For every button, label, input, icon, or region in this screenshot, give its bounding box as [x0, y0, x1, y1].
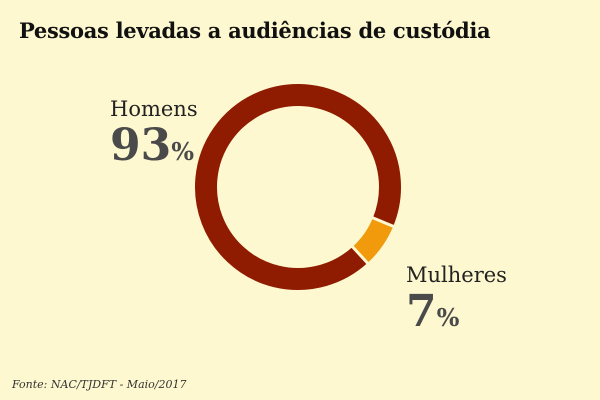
donut-slice-mulheres: [352, 217, 394, 264]
chart-title: Pessoas levadas a audiências de custódia: [19, 18, 491, 43]
slice-separator-1: [350, 245, 370, 265]
donut-slices: [195, 84, 401, 290]
homens-unit: %: [171, 137, 195, 166]
donut-slice-homens: [195, 84, 401, 290]
mulheres-percent: 7%: [406, 290, 459, 334]
homens-percent: 93%: [110, 124, 194, 168]
mulheres-value: 7: [406, 286, 437, 337]
source-note: Fonte: NAC/TJDFT - Maio/2017: [12, 378, 187, 391]
slice-separator-0: [371, 216, 395, 229]
mulheres-unit: %: [436, 303, 460, 332]
homens-label: Homens: [110, 97, 198, 121]
homens-value: 93: [110, 120, 172, 171]
mulheres-label: Mulheres: [406, 263, 507, 287]
